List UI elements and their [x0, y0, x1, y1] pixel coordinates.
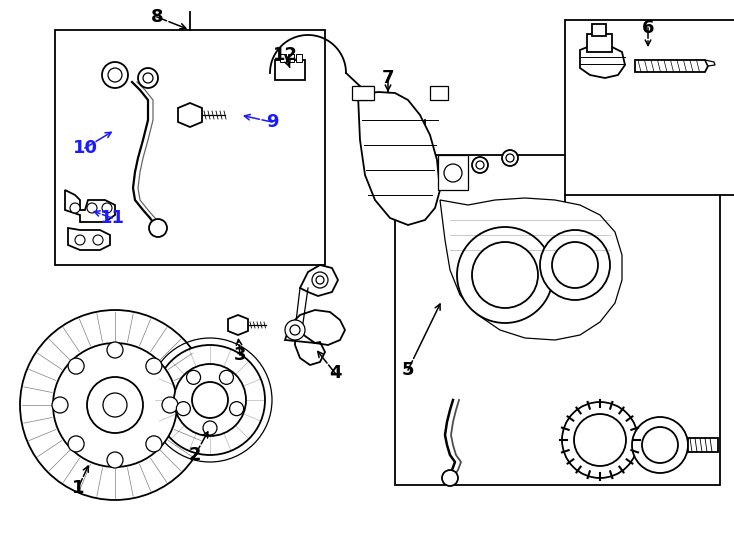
Circle shape — [70, 203, 80, 213]
Bar — [565, 20, 734, 195]
Circle shape — [457, 227, 553, 323]
Circle shape — [540, 230, 610, 300]
Circle shape — [102, 203, 112, 213]
Bar — [355, 86, 373, 100]
Circle shape — [87, 377, 143, 433]
Circle shape — [316, 276, 324, 284]
Circle shape — [93, 235, 103, 245]
Circle shape — [230, 402, 244, 416]
Circle shape — [632, 417, 688, 473]
Circle shape — [552, 242, 598, 288]
Circle shape — [642, 427, 678, 463]
Circle shape — [107, 452, 123, 468]
Bar — [288, 54, 294, 62]
Bar — [280, 54, 286, 62]
Circle shape — [574, 414, 626, 466]
Circle shape — [155, 345, 265, 455]
Text: 8: 8 — [150, 8, 163, 26]
Circle shape — [162, 397, 178, 413]
Circle shape — [149, 219, 167, 237]
Polygon shape — [228, 315, 248, 335]
Polygon shape — [300, 265, 338, 296]
Circle shape — [176, 402, 190, 416]
Polygon shape — [705, 60, 715, 66]
Polygon shape — [635, 60, 708, 72]
Polygon shape — [358, 92, 440, 225]
Text: 2: 2 — [189, 446, 201, 464]
Text: 9: 9 — [266, 113, 278, 131]
Bar — [592, 24, 606, 36]
Text: 12: 12 — [272, 46, 297, 64]
Circle shape — [68, 358, 84, 374]
Circle shape — [20, 310, 210, 500]
Bar — [296, 54, 302, 62]
Circle shape — [444, 164, 462, 182]
Circle shape — [53, 343, 177, 467]
Bar — [587, 34, 612, 52]
Circle shape — [108, 68, 122, 82]
Polygon shape — [580, 44, 625, 78]
Circle shape — [186, 370, 200, 384]
Circle shape — [138, 68, 158, 88]
Text: 7: 7 — [382, 69, 394, 87]
Circle shape — [146, 436, 162, 452]
Circle shape — [442, 470, 458, 486]
Bar — [352, 86, 374, 100]
Circle shape — [506, 154, 514, 162]
Text: 4: 4 — [329, 364, 341, 382]
Circle shape — [476, 161, 484, 169]
Polygon shape — [178, 103, 202, 127]
Circle shape — [502, 150, 518, 166]
Bar — [55, 30, 325, 265]
Polygon shape — [68, 228, 110, 250]
Circle shape — [75, 235, 85, 245]
Text: 10: 10 — [73, 139, 98, 157]
Bar — [688, 438, 718, 452]
Circle shape — [192, 382, 228, 418]
Polygon shape — [440, 198, 622, 340]
Polygon shape — [65, 190, 115, 222]
Circle shape — [290, 325, 300, 335]
Circle shape — [562, 402, 638, 478]
Text: 1: 1 — [72, 479, 84, 497]
Circle shape — [174, 364, 246, 436]
Text: 3: 3 — [233, 346, 246, 364]
Circle shape — [146, 358, 162, 374]
Circle shape — [102, 62, 128, 88]
Circle shape — [472, 242, 538, 308]
Bar — [430, 86, 448, 100]
Circle shape — [68, 436, 84, 452]
Bar — [395, 155, 720, 485]
Circle shape — [87, 203, 97, 213]
Circle shape — [143, 73, 153, 83]
Polygon shape — [285, 310, 345, 365]
Circle shape — [103, 393, 127, 417]
Circle shape — [472, 157, 488, 173]
Circle shape — [107, 342, 123, 358]
Text: 11: 11 — [100, 209, 125, 227]
Text: 5: 5 — [401, 361, 414, 379]
Bar — [275, 60, 305, 80]
Circle shape — [203, 421, 217, 435]
Circle shape — [312, 272, 328, 288]
Bar — [438, 155, 468, 190]
Circle shape — [285, 320, 305, 340]
Text: 6: 6 — [642, 19, 654, 37]
Circle shape — [219, 370, 233, 384]
Circle shape — [52, 397, 68, 413]
